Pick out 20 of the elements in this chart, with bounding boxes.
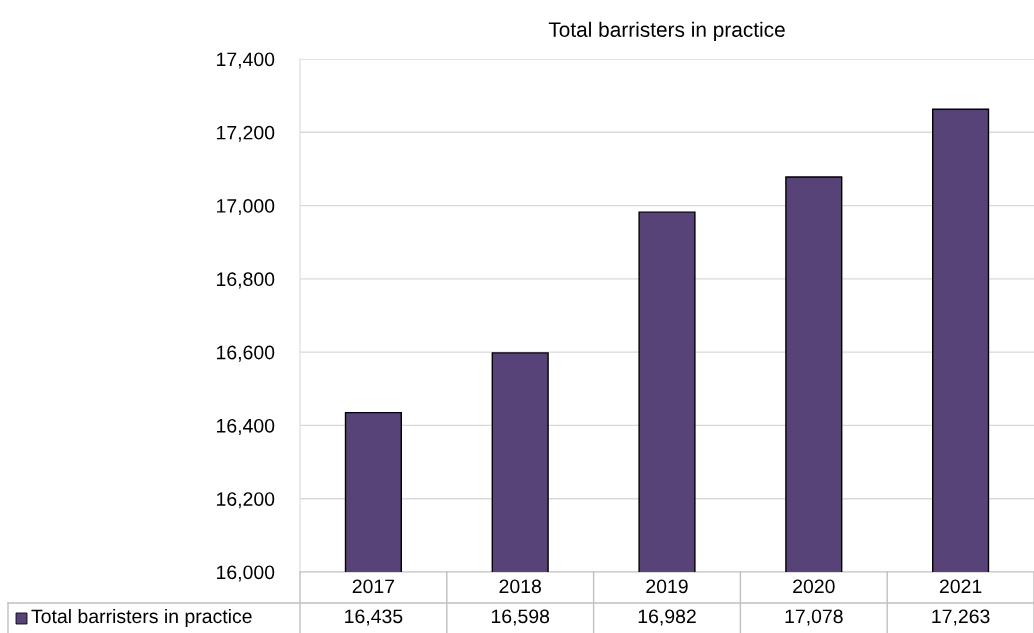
- y-tick-label: 16,800: [217, 272, 275, 289]
- x-tick-label: 2020: [793, 579, 835, 594]
- x-tick-label: 2019: [646, 579, 688, 594]
- y-tick-label: 16,400: [217, 418, 275, 435]
- text: 16,435: [345, 609, 403, 626]
- text: 17,263: [932, 609, 990, 626]
- y-tick-label: 16,000: [217, 565, 275, 582]
- text: 16,598: [491, 609, 550, 626]
- y-tick-label: 16,200: [217, 492, 275, 509]
- x-tick-label: 2017: [352, 579, 395, 594]
- y-tick-label: 17,400: [217, 52, 275, 69]
- y-tick-label: 16,600: [217, 345, 275, 362]
- legend-label: Total barristers in practice: [31, 608, 252, 628]
- x-tick-label: 2021: [939, 579, 982, 594]
- y-tick-label: 17,200: [217, 125, 275, 142]
- text: 17,078: [785, 609, 843, 626]
- text: 16,982: [638, 609, 696, 626]
- chart-title: Total barristers in practice: [548, 21, 785, 42]
- x-tick-label: 2018: [499, 579, 541, 594]
- y-tick-label: 17,000: [217, 199, 275, 216]
